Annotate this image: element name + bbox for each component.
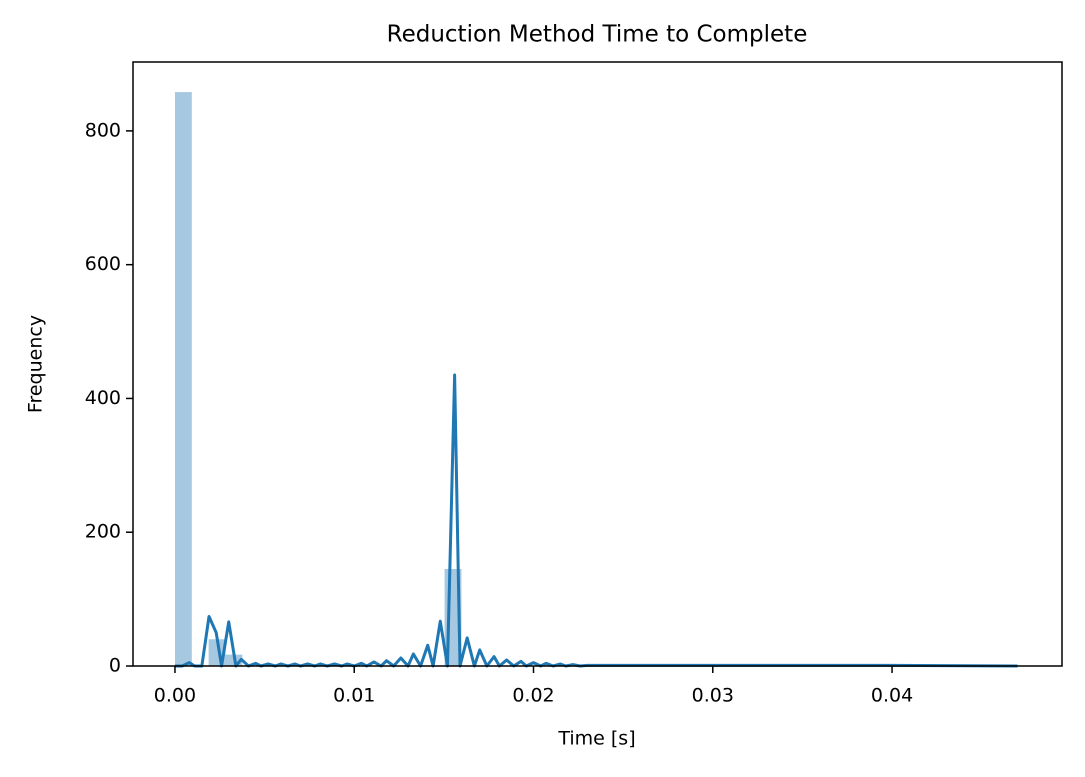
- chart-title: Reduction Method Time to Complete: [387, 22, 808, 48]
- histogram-bar: [174, 92, 192, 666]
- y-tick-label: 600: [85, 253, 121, 275]
- x-tick-label: 0.04: [871, 685, 913, 707]
- x-axis-label: Time [s]: [557, 728, 635, 750]
- x-tick-label: 0.02: [512, 685, 554, 707]
- x-tick-label: 0.03: [692, 685, 734, 707]
- x-tick-label: 0.01: [333, 685, 375, 707]
- x-tick-label: 0.00: [154, 685, 196, 707]
- density-line: [174, 373, 1018, 668]
- y-tick-label: 800: [85, 119, 121, 141]
- y-axis-label: Frequency: [25, 315, 47, 413]
- plot-frame: [132, 61, 1063, 667]
- y-tick-label: 200: [85, 521, 121, 543]
- y-tick-label: 400: [85, 387, 121, 409]
- y-tick-label: 0: [109, 655, 121, 677]
